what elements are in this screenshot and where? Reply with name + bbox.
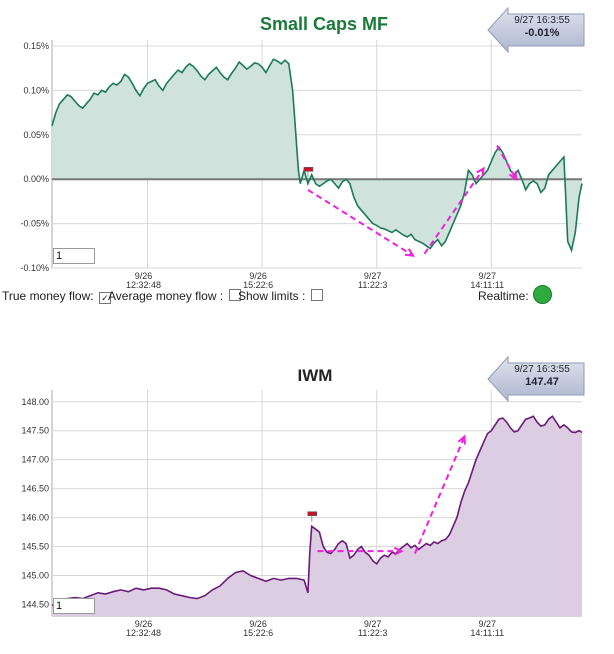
realtime-indicator[interactable] (533, 285, 552, 304)
series-area (52, 416, 582, 616)
chart-controls: True money flow: ✓ Average money flow : … (0, 289, 614, 309)
y-tick-label: -0.10% (20, 263, 49, 273)
y-tick-label: 147.50 (21, 426, 49, 436)
annotation-arrow (307, 189, 414, 257)
x-tick-date: 9/26 (135, 271, 153, 281)
x-tick-date: 9/26 (135, 619, 153, 629)
show-limits-control: Show limits : (238, 289, 325, 303)
y-tick-label: 148.00 (21, 397, 49, 407)
average-money-flow-checkbox[interactable] (228, 289, 241, 301)
marker-flag (303, 167, 314, 172)
average-money-flow-control: Average money flow : (108, 289, 243, 303)
y-tick-label: 145.00 (21, 570, 49, 580)
y-tick-label: 0.05% (23, 130, 49, 140)
true-money-flow-control: True money flow: ✓ (2, 289, 113, 304)
x-tick-date: 9/27 (479, 271, 497, 281)
annotation-arrowhead (508, 171, 518, 182)
x-tick-date: 9/27 (364, 271, 382, 281)
left-arrow-icon (487, 6, 585, 54)
y-tick-label: 145.50 (21, 542, 49, 552)
average-money-flow-label: Average money flow : (108, 289, 224, 303)
true-money-flow-label: True money flow: (2, 289, 94, 303)
annotation-arrow (423, 167, 485, 255)
x-tick-time: 14:11:11 (470, 628, 504, 638)
y-tick-label: 147.00 (21, 455, 49, 465)
y-tick-label: 0.10% (23, 85, 49, 95)
x-tick-date: 9/26 (249, 271, 267, 281)
period-input[interactable]: 1 (53, 598, 95, 614)
left-arrow-icon (487, 355, 585, 403)
badge-time: 9/27 16:3:55 (514, 364, 570, 375)
x-tick-time: 12:32:48 (126, 628, 161, 638)
small-caps-mf-panel: 0.15% 0.10% 0.05% 0.00% -0.05% -0.10% 9/26 12:3… (0, 0, 614, 320)
show-limits-checkbox[interactable] (310, 289, 323, 301)
x-tick-date: 9/27 (479, 619, 497, 629)
series-line (51, 58, 583, 253)
annotation-arrow (496, 144, 517, 180)
annotation-arrowhead (476, 166, 485, 177)
series-line (51, 415, 583, 607)
realtime-label: Realtime: (478, 289, 529, 303)
y-tick-label: 0.00% (23, 174, 49, 184)
x-tick-time: 11:22:3 (358, 280, 387, 290)
chart-title: Small Caps MF (250, 9, 398, 39)
x-tick-time: 15:22:6 (243, 280, 273, 290)
x-tick-time: 14:11:11 (470, 280, 504, 290)
small-caps-mf-chart: 0.15%0.10%0.05%0.00%-0.05%-0.10%9/2612:3… (20, 40, 583, 290)
x-tick-date: 9/27 (364, 619, 382, 629)
x-tick-date: 9/26 (249, 619, 267, 629)
y-tick-label: 144.50 (21, 599, 49, 609)
y-tick-label: 0.15% (23, 41, 49, 51)
x-tick-time: 12:32:48 (126, 280, 161, 290)
annotation-arrowhead (404, 248, 415, 257)
x-tick-time: 11:22:3 (358, 628, 387, 638)
marker-flag (307, 511, 317, 516)
annotation-arrowhead (393, 546, 404, 556)
value-badge: 9/27 16:3:55 -0.01% (487, 6, 586, 54)
true-money-flow-checkbox[interactable]: ✓ (98, 292, 111, 304)
badge-value: -0.01% (524, 27, 560, 39)
series-area (52, 59, 582, 251)
annotation-arrowhead (457, 434, 466, 445)
annotation-arrow (413, 436, 466, 554)
value-badge: 9/27 16:3:55 147.47 (487, 355, 586, 403)
show-limits-label: Show limits : (238, 289, 306, 303)
badge-value: 147.47 (525, 376, 559, 388)
iwm-panel: 148.00 147.50 147.00 146.50 146.00 145.50 145.… (0, 348, 614, 654)
period-input[interactable]: 1 (53, 248, 95, 264)
y-tick-label: -0.05% (20, 219, 49, 229)
y-tick-label: 146.00 (21, 513, 49, 523)
badge-time: 9/27 16:3:55 (514, 15, 570, 26)
y-tick-label: 146.50 (21, 484, 49, 494)
iwm-chart: 148.00 147.50 147.00 146.50 146.00 145.50 145.… (21, 390, 583, 638)
x-tick-time: 15:22:6 (243, 628, 273, 638)
chart-title: IWM (285, 365, 345, 387)
